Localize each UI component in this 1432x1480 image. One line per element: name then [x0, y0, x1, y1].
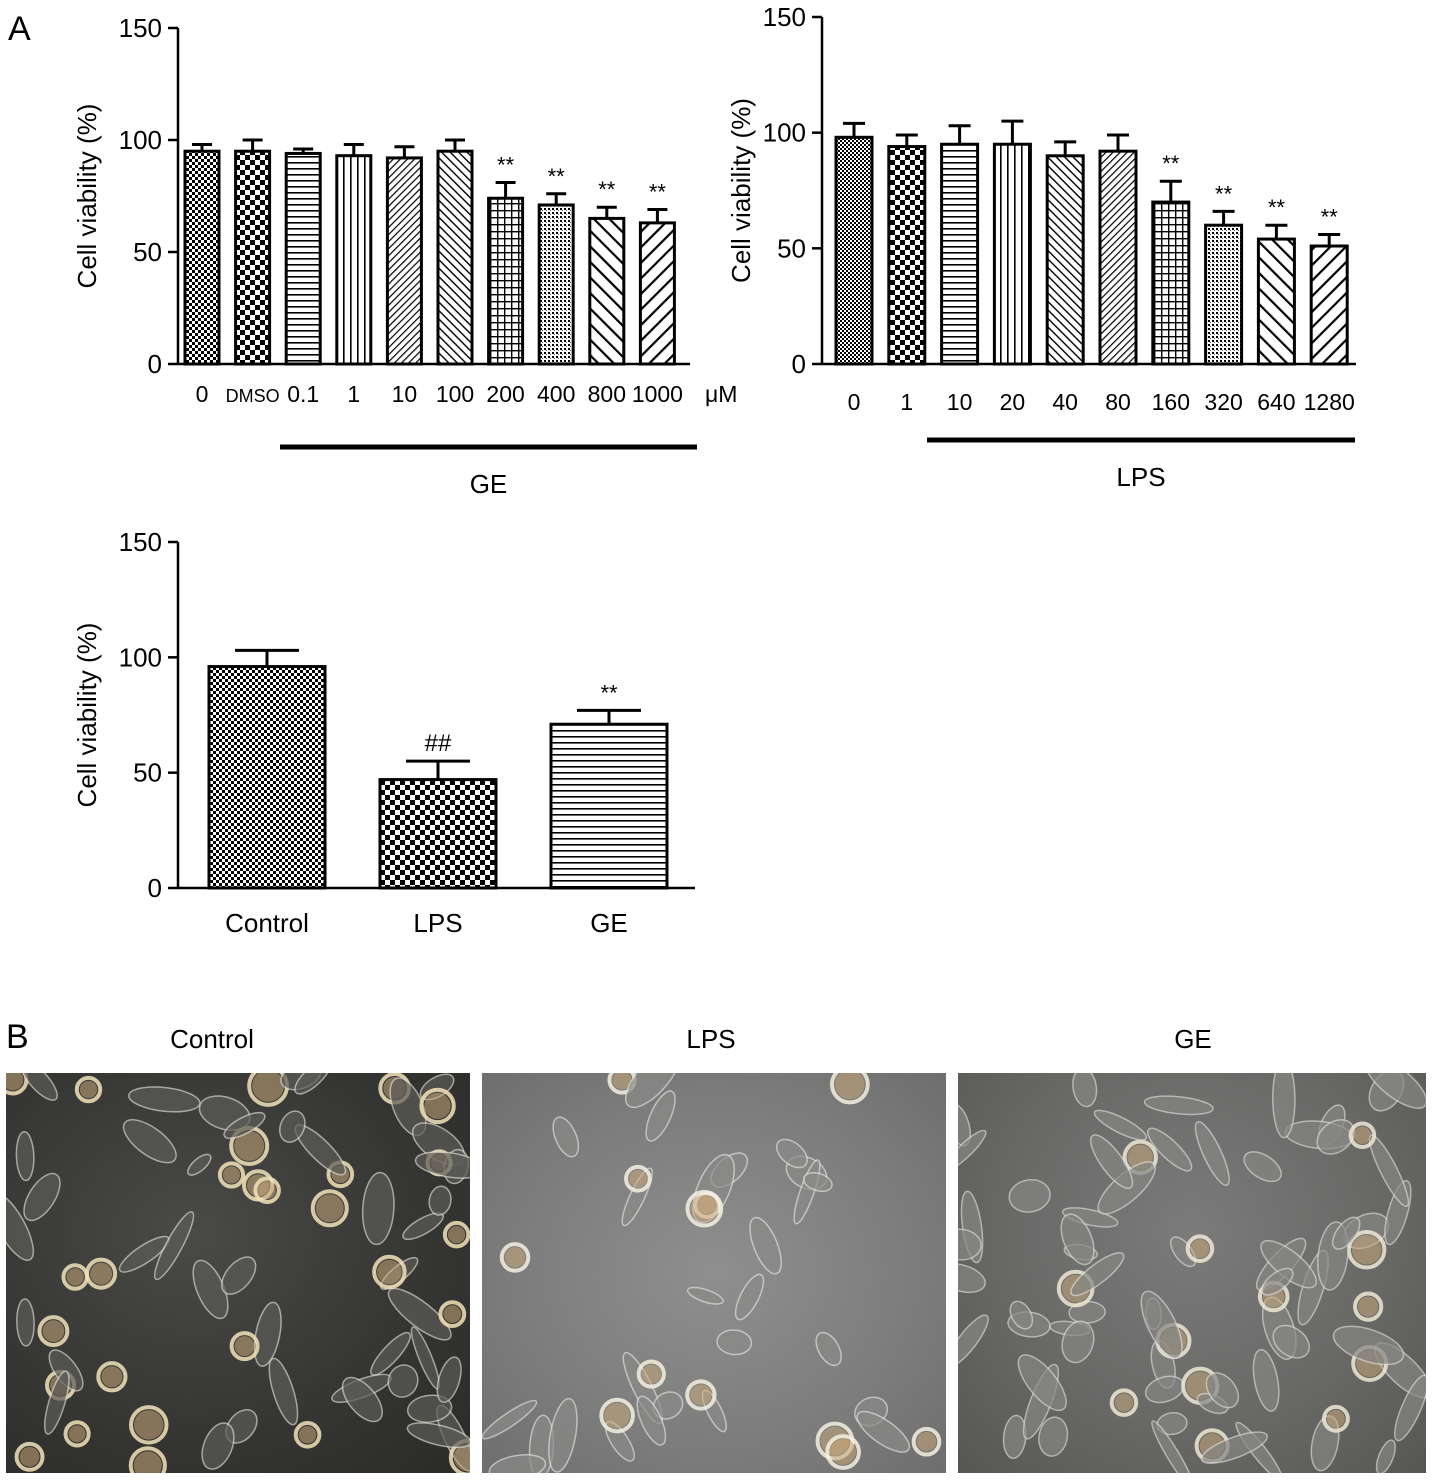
- x-tick-label: 1000: [632, 381, 683, 407]
- significance-label: **: [1215, 181, 1233, 206]
- y-tick-label: 50: [133, 758, 162, 788]
- y-tick-label: 100: [763, 118, 806, 148]
- micrograph-control-image: [6, 1073, 470, 1473]
- x-tick-label: 40: [1052, 389, 1078, 415]
- bar: [1256, 237, 1296, 366]
- bar: [588, 216, 626, 366]
- bar: [537, 203, 575, 366]
- x-tick-label: 10: [392, 381, 418, 407]
- micrograph-lps-image: [482, 1073, 946, 1473]
- bar: [1309, 244, 1349, 366]
- micrograph-title-ge: GE: [1174, 1024, 1212, 1054]
- bar: [940, 142, 980, 366]
- bar: [834, 135, 874, 366]
- x-tick-label: DMSO: [226, 386, 280, 406]
- bar: [436, 149, 474, 366]
- significance-label: **: [1162, 151, 1180, 176]
- x-tick-label: LPS: [413, 908, 462, 938]
- group-label: LPS: [1116, 462, 1165, 492]
- x-tick-label: GE: [590, 908, 628, 938]
- bar: [183, 149, 221, 366]
- significance-label: **: [600, 680, 618, 705]
- panel-b-label: B: [6, 1018, 29, 1056]
- significance-label: **: [548, 164, 566, 189]
- y-tick-label: 0: [148, 349, 162, 379]
- significance-label: **: [1321, 204, 1339, 229]
- x-tick-label: 0: [848, 389, 861, 415]
- y-tick-label: 100: [119, 125, 162, 155]
- y-tick-label: 0: [148, 873, 162, 903]
- x-tick-label: 400: [537, 381, 575, 407]
- chart-group-comparison: 0 50 100 150 Cell viability (%) Control ## LPS *…: [72, 527, 695, 938]
- micrograph-title-lps: LPS: [686, 1024, 736, 1054]
- x-tick-label: 320: [1204, 389, 1242, 415]
- y-tick-label: 150: [119, 527, 162, 557]
- x-tick-label: 1280: [1304, 389, 1355, 415]
- x-tick-label: 0.1: [287, 381, 319, 407]
- panel-a-label: A: [8, 10, 31, 48]
- bar: [638, 221, 676, 366]
- y-axis-label: Cell viability (%): [72, 104, 102, 289]
- y-tick-label: 0: [792, 349, 806, 379]
- group-label: GE: [470, 469, 508, 499]
- bar: [887, 145, 927, 366]
- bar: [1098, 149, 1138, 366]
- x-tick-label: 640: [1257, 389, 1295, 415]
- y-tick-label: 150: [119, 13, 162, 43]
- x-tick-label: 1: [347, 381, 360, 407]
- bar: [284, 151, 322, 366]
- x-tick-label: 80: [1105, 389, 1131, 415]
- x-unit-label: μM: [705, 381, 737, 407]
- x-tick-label: 160: [1152, 389, 1190, 415]
- x-tick-label: 20: [1000, 389, 1026, 415]
- x-tick-label: 1: [900, 389, 913, 415]
- bar: [992, 142, 1032, 366]
- significance-label: ##: [425, 730, 452, 757]
- significance-label: **: [598, 177, 616, 202]
- micrograph-ge-image: [958, 1073, 1426, 1473]
- y-tick-label: 100: [119, 642, 162, 672]
- bar: [1045, 154, 1085, 366]
- bar: [385, 156, 423, 366]
- significance-label: **: [649, 179, 667, 204]
- bar: [234, 149, 272, 366]
- y-tick-label: 50: [777, 233, 806, 263]
- x-tick-label: 800: [588, 381, 626, 407]
- bar: [1151, 200, 1191, 366]
- bar: [487, 196, 525, 366]
- y-tick-label: 150: [763, 2, 806, 32]
- y-tick-label: 50: [133, 237, 162, 267]
- bar: [549, 722, 669, 890]
- x-tick-label: Control: [225, 908, 309, 938]
- chart-lps-dose: 0 50 100 150 Cell viability (%) 0 1 10 20 40 80 ** 1…: [726, 2, 1356, 492]
- x-tick-label: 0: [196, 381, 209, 407]
- bar: [335, 154, 373, 366]
- micrograph-title-control: Control: [170, 1024, 254, 1054]
- significance-label: **: [1268, 195, 1286, 220]
- bar: [1204, 223, 1244, 366]
- x-tick-label: 200: [486, 381, 524, 407]
- y-axis-label: Cell viability (%): [726, 98, 756, 283]
- y-axis-label: Cell viability (%): [72, 623, 102, 808]
- bar: [378, 778, 498, 890]
- x-tick-label: 10: [947, 389, 973, 415]
- bar: [207, 665, 327, 890]
- significance-label: **: [497, 153, 515, 178]
- chart-ge-dose: 0 50 100 150 Cell viability (%) 0 DMSO 0.1 1 10 10…: [72, 13, 737, 499]
- x-tick-label: 100: [436, 381, 474, 407]
